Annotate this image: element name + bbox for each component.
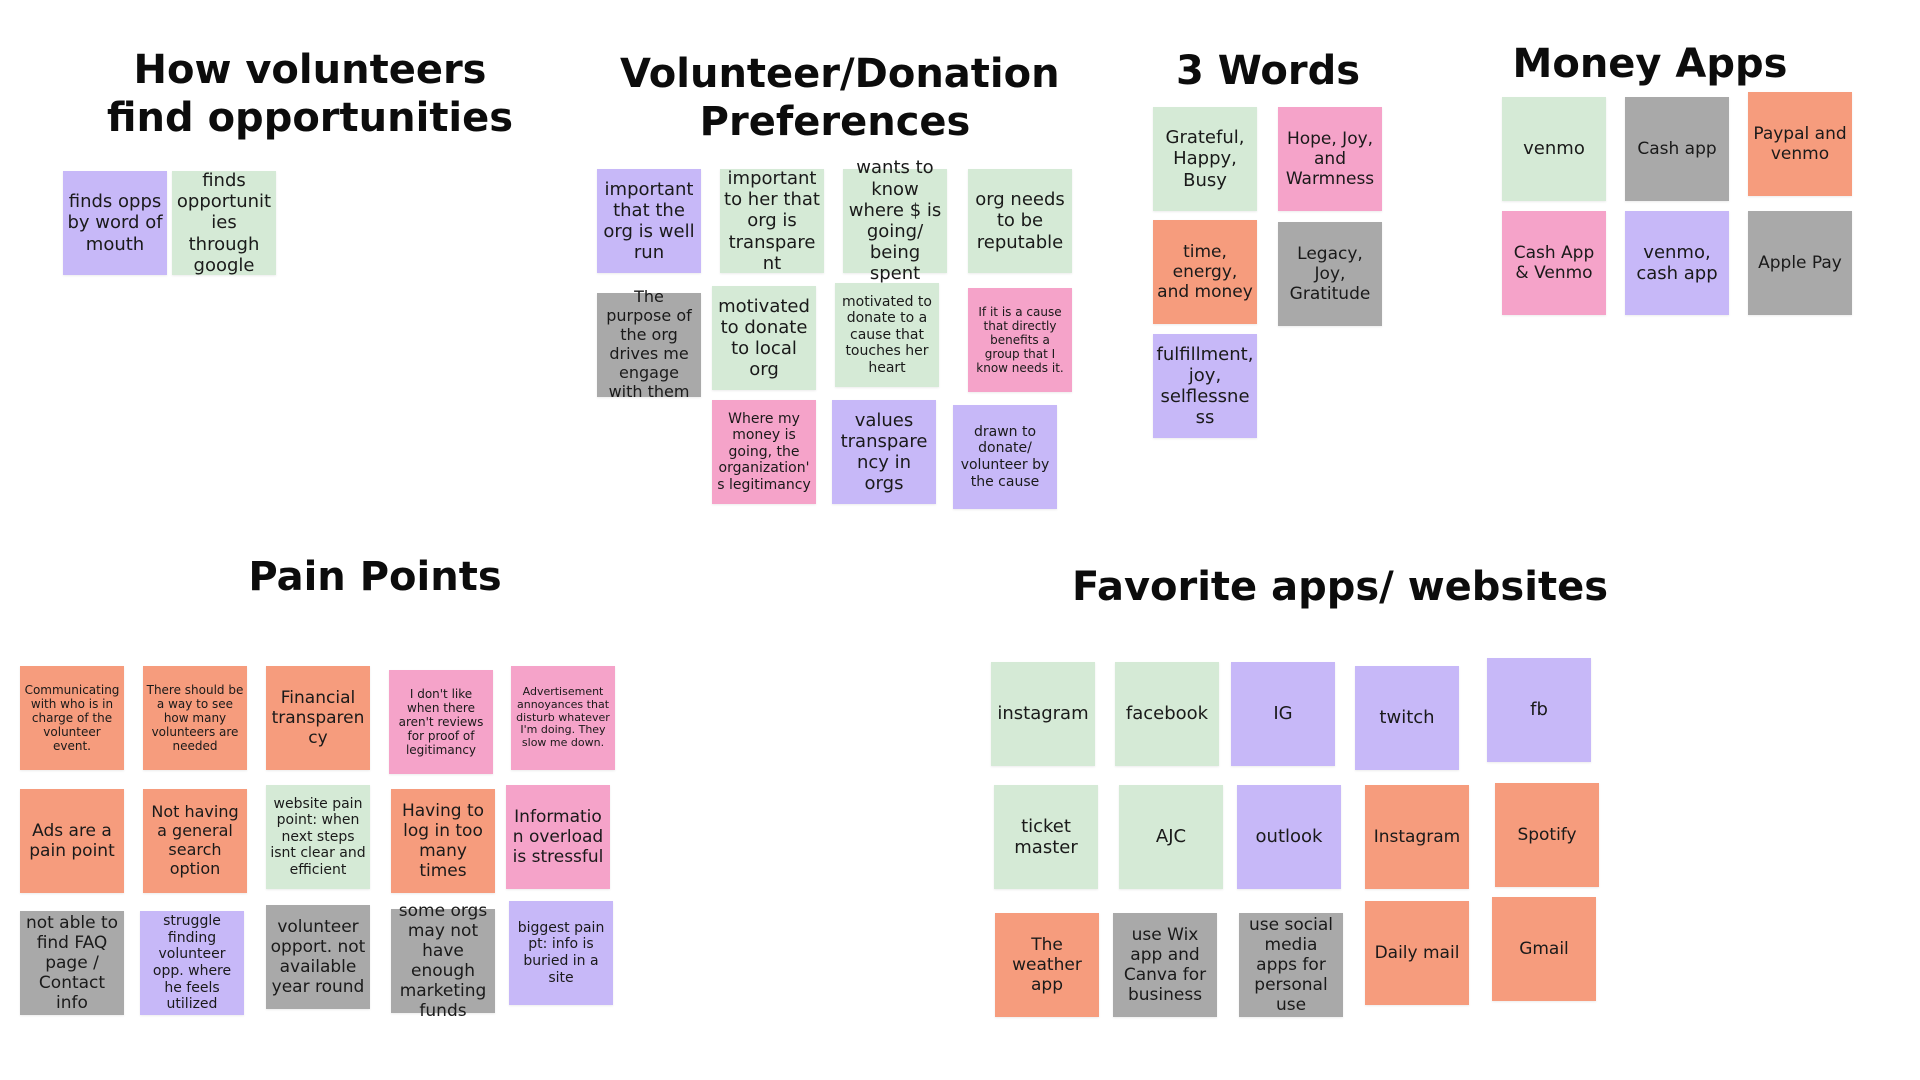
sticky-note[interactable]: Communicating with who is in charge of t… <box>20 666 124 770</box>
sticky-note[interactable]: AJC <box>1119 785 1223 889</box>
sticky-note[interactable]: There should be a way to see how many vo… <box>143 666 247 770</box>
sticky-note[interactable]: Information overload is stressful <box>506 785 610 889</box>
sticky-note[interactable]: Legacy, Joy, Gratitude <box>1278 222 1382 326</box>
sticky-note[interactable]: finds opps by word of mouth <box>63 171 167 275</box>
sticky-note[interactable]: ticket master <box>994 785 1098 889</box>
sticky-note[interactable]: org needs to be reputable <box>968 169 1072 273</box>
sticky-note[interactable]: website pain point: when next steps isnt… <box>266 785 370 889</box>
sticky-note[interactable]: outlook <box>1237 785 1341 889</box>
sticky-note[interactable]: motivated to donate to a cause that touc… <box>835 283 939 387</box>
sticky-note[interactable]: fulfillment, joy, selflessness <box>1153 334 1257 438</box>
sticky-note[interactable]: use social media apps for personal use <box>1239 913 1343 1017</box>
section-title-favorite-apps: Favorite apps/ websites <box>1071 564 1609 610</box>
sticky-note[interactable]: important to her that org is transparent <box>720 168 824 274</box>
sticky-note[interactable]: volunteer opport. not available year rou… <box>266 905 370 1009</box>
sticky-note[interactable]: time, energy, and money <box>1153 220 1257 324</box>
sticky-note[interactable]: The purpose of the org drives me engage … <box>597 287 701 401</box>
sticky-note[interactable]: drawn to donate/ volunteer by the cause <box>953 405 1057 509</box>
section-title-three-words: 3 Words <box>1175 48 1361 94</box>
section-title-pain-points: Pain Points <box>248 554 502 600</box>
sticky-note[interactable]: finds opportunities through google <box>172 170 276 276</box>
sticky-note[interactable]: Financial transparency <box>266 666 370 770</box>
sticky-note[interactable]: important that the org is well run <box>597 169 701 273</box>
sticky-note[interactable]: The weather app <box>995 913 1099 1017</box>
sticky-note[interactable]: venmo, cash app <box>1625 211 1729 315</box>
section-title-find-opps: How volunteers find opportunities <box>106 47 514 141</box>
sticky-note[interactable]: values transparency in orgs <box>832 400 936 504</box>
sticky-note[interactable]: Where my money is going, the organizatio… <box>712 400 816 504</box>
sticky-note[interactable]: Gmail <box>1492 897 1596 1001</box>
sticky-note[interactable]: Ads are a pain point <box>20 789 124 893</box>
sticky-note[interactable]: If it is a cause that directly benefits … <box>968 288 1072 392</box>
sticky-note[interactable]: fb <box>1487 658 1591 762</box>
sticky-note[interactable]: struggle finding volunteer opp. where he… <box>140 911 244 1015</box>
sticky-note[interactable]: use Wix app and Canva for business <box>1113 913 1217 1017</box>
sticky-note[interactable]: motivated to donate to local org <box>712 286 816 390</box>
section-title-money-apps: Money Apps <box>1512 41 1788 87</box>
sticky-note[interactable]: Apple Pay <box>1748 211 1852 315</box>
sticky-note[interactable]: facebook <box>1115 662 1219 766</box>
sticky-note[interactable]: IG <box>1231 662 1335 766</box>
sticky-note[interactable]: instagram <box>991 662 1095 766</box>
sticky-note[interactable]: Having to log in too many times <box>391 789 495 893</box>
sticky-note[interactable]: wants to know where $ is going/ being sp… <box>843 157 947 284</box>
sticky-note[interactable]: Paypal and venmo <box>1748 92 1852 196</box>
section-title-preferences: Volunteer/Donation Preferences <box>620 51 1060 145</box>
sticky-note[interactable]: Daily mail <box>1365 901 1469 1005</box>
sticky-note[interactable]: venmo <box>1502 97 1606 201</box>
sticky-note[interactable]: Cash App & Venmo <box>1502 211 1606 315</box>
sticky-note[interactable]: biggest pain pt: info is buried in a sit… <box>509 901 613 1005</box>
sticky-note[interactable]: Hope, Joy, and Warmness <box>1278 107 1382 211</box>
sticky-note[interactable]: Instagram <box>1365 785 1469 889</box>
sticky-note[interactable]: I don't like when there aren't reviews f… <box>389 670 493 774</box>
sticky-note[interactable]: Cash app <box>1625 97 1729 201</box>
sticky-note[interactable]: Advertisement annoyances that disturb wh… <box>511 666 615 770</box>
sticky-note[interactable]: twitch <box>1355 666 1459 770</box>
sticky-note[interactable]: not able to find FAQ page / Contact info <box>20 911 124 1015</box>
sticky-note[interactable]: Not having a general search option <box>143 789 247 893</box>
sticky-note[interactable]: Spotify <box>1495 783 1599 887</box>
sticky-note[interactable]: Grateful, Happy, Busy <box>1153 107 1257 211</box>
sticky-note[interactable]: some orgs may not have enough marketing … <box>391 901 495 1021</box>
